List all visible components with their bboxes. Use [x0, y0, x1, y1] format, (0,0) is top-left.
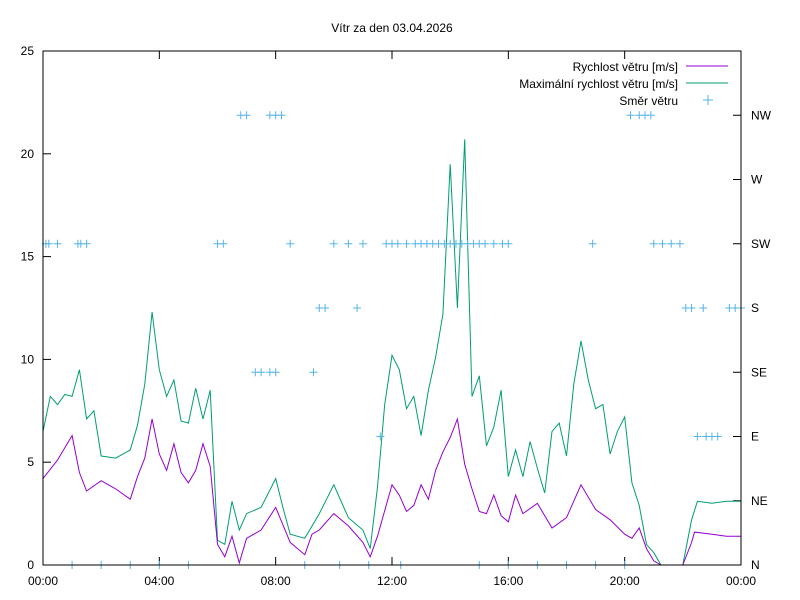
direction-point [353, 304, 362, 312]
direction-point [626, 111, 635, 120]
x-tick-label: 20:00 [610, 574, 640, 588]
direction-tick-label: S [751, 301, 759, 315]
y-tick-label: 20 [21, 147, 35, 161]
legend: Rychlost větru [m/s] Maximální rychlost … [519, 60, 728, 108]
direction-point [713, 432, 722, 441]
y-tick-label: 0 [27, 558, 34, 572]
direction-tick-label: E [751, 430, 759, 444]
direction-point [321, 304, 330, 312]
direction-point [481, 239, 490, 248]
direction-point [277, 111, 286, 120]
direction-point [242, 111, 251, 120]
direction-point [504, 239, 513, 248]
direction-point [286, 239, 295, 248]
direction-point [393, 239, 402, 248]
direction-tick-label: NE [751, 494, 768, 508]
legend-swatch-direction [703, 95, 713, 105]
y-tick-label: 5 [27, 455, 34, 469]
direction-point [658, 239, 667, 248]
x-tick-labels: 00:00 04:00 08:00 12:00 16:00 20:00 00:00 [28, 574, 756, 588]
direction-point [376, 432, 385, 441]
x-tick-label: 00:00 [28, 574, 58, 588]
direction-point [489, 239, 498, 248]
direction-point [82, 239, 91, 248]
direction-point [358, 239, 367, 248]
direction-tick-label: N [751, 558, 760, 572]
direction-point [675, 239, 684, 248]
y-right-tick-labels: N NE E SE S SW W NW [751, 108, 772, 572]
legend-label-gust: Maximální rychlost větru [m/s] [519, 77, 678, 91]
chart-title: Vítr za den 03.04.2026 [331, 21, 453, 35]
wind-gust-line [42, 139, 741, 566]
x-tick-label: 08:00 [261, 574, 291, 588]
direction-point [309, 368, 318, 377]
wind-speed-line [42, 417, 741, 566]
direction-point [257, 368, 266, 377]
direction-tick-label: W [751, 173, 763, 187]
direction-point [44, 239, 53, 248]
direction-tick-label: SW [751, 237, 771, 251]
x-tick-label: 00:00 [726, 574, 756, 588]
direction-point [649, 239, 658, 248]
legend-label-direction: Směr větru [619, 94, 678, 108]
y-tick-label: 25 [21, 44, 35, 58]
direction-point [687, 304, 696, 312]
direction-point [344, 239, 353, 248]
direction-point [693, 432, 702, 441]
direction-point [271, 368, 280, 377]
x-tick-label: 16:00 [493, 574, 523, 588]
direction-tick-label: NW [751, 108, 772, 122]
direction-point [667, 239, 676, 248]
direction-point [402, 239, 411, 248]
direction-point [219, 239, 228, 248]
direction-tick-label: SE [751, 365, 767, 379]
y-tick-label: 10 [21, 352, 35, 366]
direction-point [588, 239, 597, 248]
direction-point [646, 111, 655, 120]
y-tick-label: 15 [21, 250, 35, 264]
legend-label-speed: Rychlost větru [m/s] [573, 60, 678, 74]
x-tick-label: 04:00 [144, 574, 174, 588]
y-left-tick-labels: 0 5 10 15 20 25 [21, 44, 35, 572]
plot-frame [42, 50, 742, 566]
direction-point [329, 239, 338, 248]
direction-point [699, 304, 708, 312]
x-tick-label: 12:00 [377, 574, 407, 588]
direction-point [53, 239, 62, 248]
